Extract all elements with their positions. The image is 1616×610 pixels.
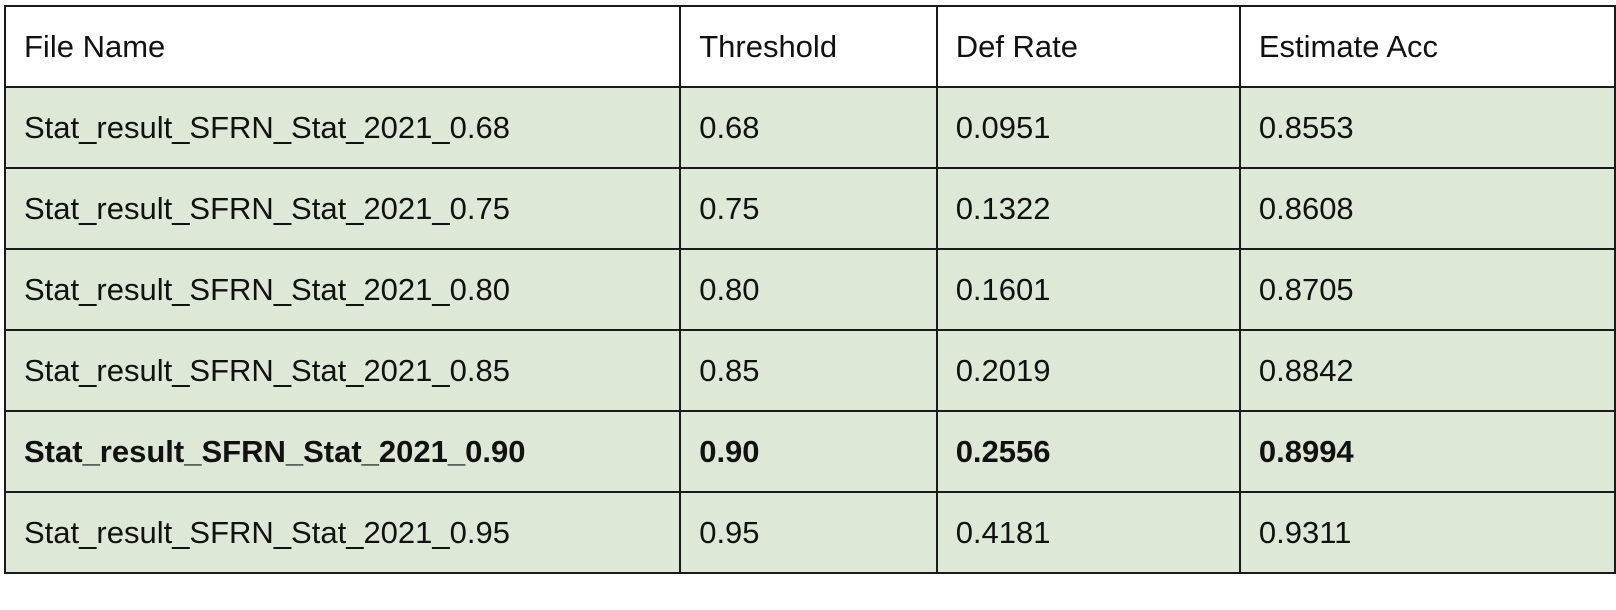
cell-def-rate: 0.0951: [935, 86, 1241, 169]
table-row: Stat_result_SFRN_Stat_2021_0.68 0.68 0.0…: [3, 86, 1616, 169]
cell-threshold: 0.68: [679, 86, 938, 169]
cell-file-name: Stat_result_SFRN_Stat_2021_0.95: [3, 491, 682, 574]
cell-file-name: Stat_result_SFRN_Stat_2021_0.75: [3, 167, 682, 250]
cell-def-rate: 0.1322: [935, 167, 1241, 250]
cell-file-name: Stat_result_SFRN_Stat_2021_0.68: [3, 86, 682, 169]
table-row-highlighted: Stat_result_SFRN_Stat_2021_0.90 0.90 0.2…: [3, 410, 1616, 493]
cell-estimate-acc: 0.8994: [1238, 410, 1616, 493]
cell-def-rate: 0.2019: [935, 329, 1241, 412]
cell-estimate-acc: 0.8553: [1238, 86, 1616, 169]
cell-def-rate: 0.1601: [935, 248, 1241, 331]
header-def-rate: Def Rate: [935, 5, 1241, 88]
cell-threshold: 0.75: [679, 167, 938, 250]
table-body: Stat_result_SFRN_Stat_2021_0.68 0.68 0.0…: [3, 86, 1616, 574]
cell-threshold: 0.80: [679, 248, 938, 331]
cell-threshold: 0.90: [679, 410, 938, 493]
table-row: Stat_result_SFRN_Stat_2021_0.85 0.85 0.2…: [3, 329, 1616, 412]
cell-def-rate: 0.2556: [935, 410, 1241, 493]
cell-file-name: Stat_result_SFRN_Stat_2021_0.80: [3, 248, 682, 331]
header-file-name: File Name: [3, 5, 682, 88]
table-row: Stat_result_SFRN_Stat_2021_0.80 0.80 0.1…: [3, 248, 1616, 331]
header-threshold: Threshold: [679, 5, 938, 88]
table-row: Stat_result_SFRN_Stat_2021_0.75 0.75 0.1…: [3, 167, 1616, 250]
results-table: File Name Threshold Def Rate Estimate Ac…: [3, 5, 1616, 574]
table-row: Stat_result_SFRN_Stat_2021_0.95 0.95 0.4…: [3, 491, 1616, 574]
results-table-container: File Name Threshold Def Rate Estimate Ac…: [3, 5, 1616, 574]
header-row: File Name Threshold Def Rate Estimate Ac…: [3, 5, 1616, 88]
cell-threshold: 0.95: [679, 491, 938, 574]
cell-def-rate: 0.4181: [935, 491, 1241, 574]
cell-estimate-acc: 0.8705: [1238, 248, 1616, 331]
cell-file-name: Stat_result_SFRN_Stat_2021_0.90: [3, 410, 682, 493]
cell-estimate-acc: 0.8608: [1238, 167, 1616, 250]
table-header: File Name Threshold Def Rate Estimate Ac…: [3, 5, 1616, 88]
cell-estimate-acc: 0.8842: [1238, 329, 1616, 412]
cell-estimate-acc: 0.9311: [1238, 491, 1616, 574]
cell-file-name: Stat_result_SFRN_Stat_2021_0.85: [3, 329, 682, 412]
header-estimate-acc: Estimate Acc: [1238, 5, 1616, 88]
cell-threshold: 0.85: [679, 329, 938, 412]
